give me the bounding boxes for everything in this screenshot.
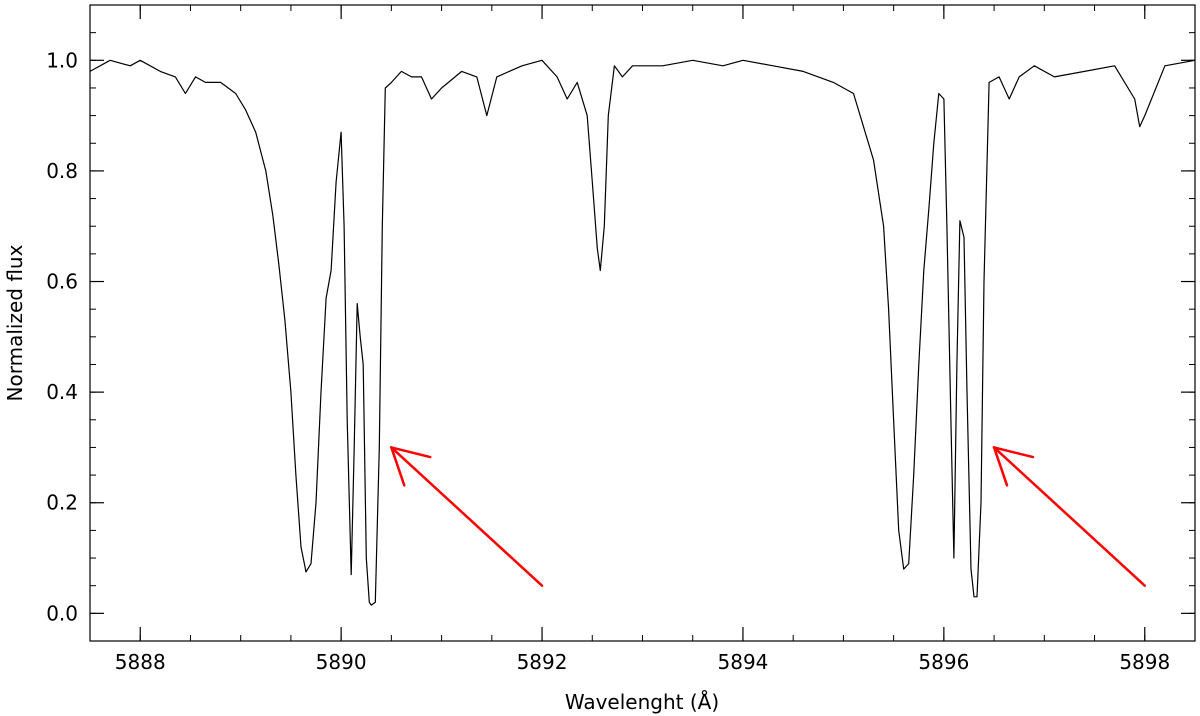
tick-marks [89, 4, 1196, 642]
y-axis-title: Normalized flux [3, 244, 27, 401]
x-tick-label: 5896 [918, 650, 969, 674]
annotations [390, 446, 1147, 587]
y-tick-label: 0.4 [46, 380, 78, 404]
red-arrow [390, 446, 544, 587]
spectrum-line [89, 59, 1196, 606]
x-tick-label: 5890 [316, 650, 367, 674]
x-tick-label: 5892 [517, 650, 568, 674]
x-tick-label: 5898 [1119, 650, 1170, 674]
tick-labels: 5888 5890 5892 5894 5896 5898 0.0 0.2 0.4 0.6 0.8 1… [46, 48, 1170, 674]
y-tick-label: 1.0 [46, 48, 78, 72]
plot-frame [89, 4, 1196, 642]
x-tick-label: 5894 [718, 650, 769, 674]
y-tick-label: 0.0 [46, 601, 78, 625]
y-tick-label: 0.2 [46, 491, 78, 515]
x-tick-label: 5888 [115, 650, 166, 674]
red-arrow [992, 446, 1147, 587]
y-tick-label: 0.8 [46, 159, 78, 183]
x-axis-title: Wavelenght (Å) [565, 690, 719, 714]
y-tick-label: 0.6 [46, 270, 78, 294]
